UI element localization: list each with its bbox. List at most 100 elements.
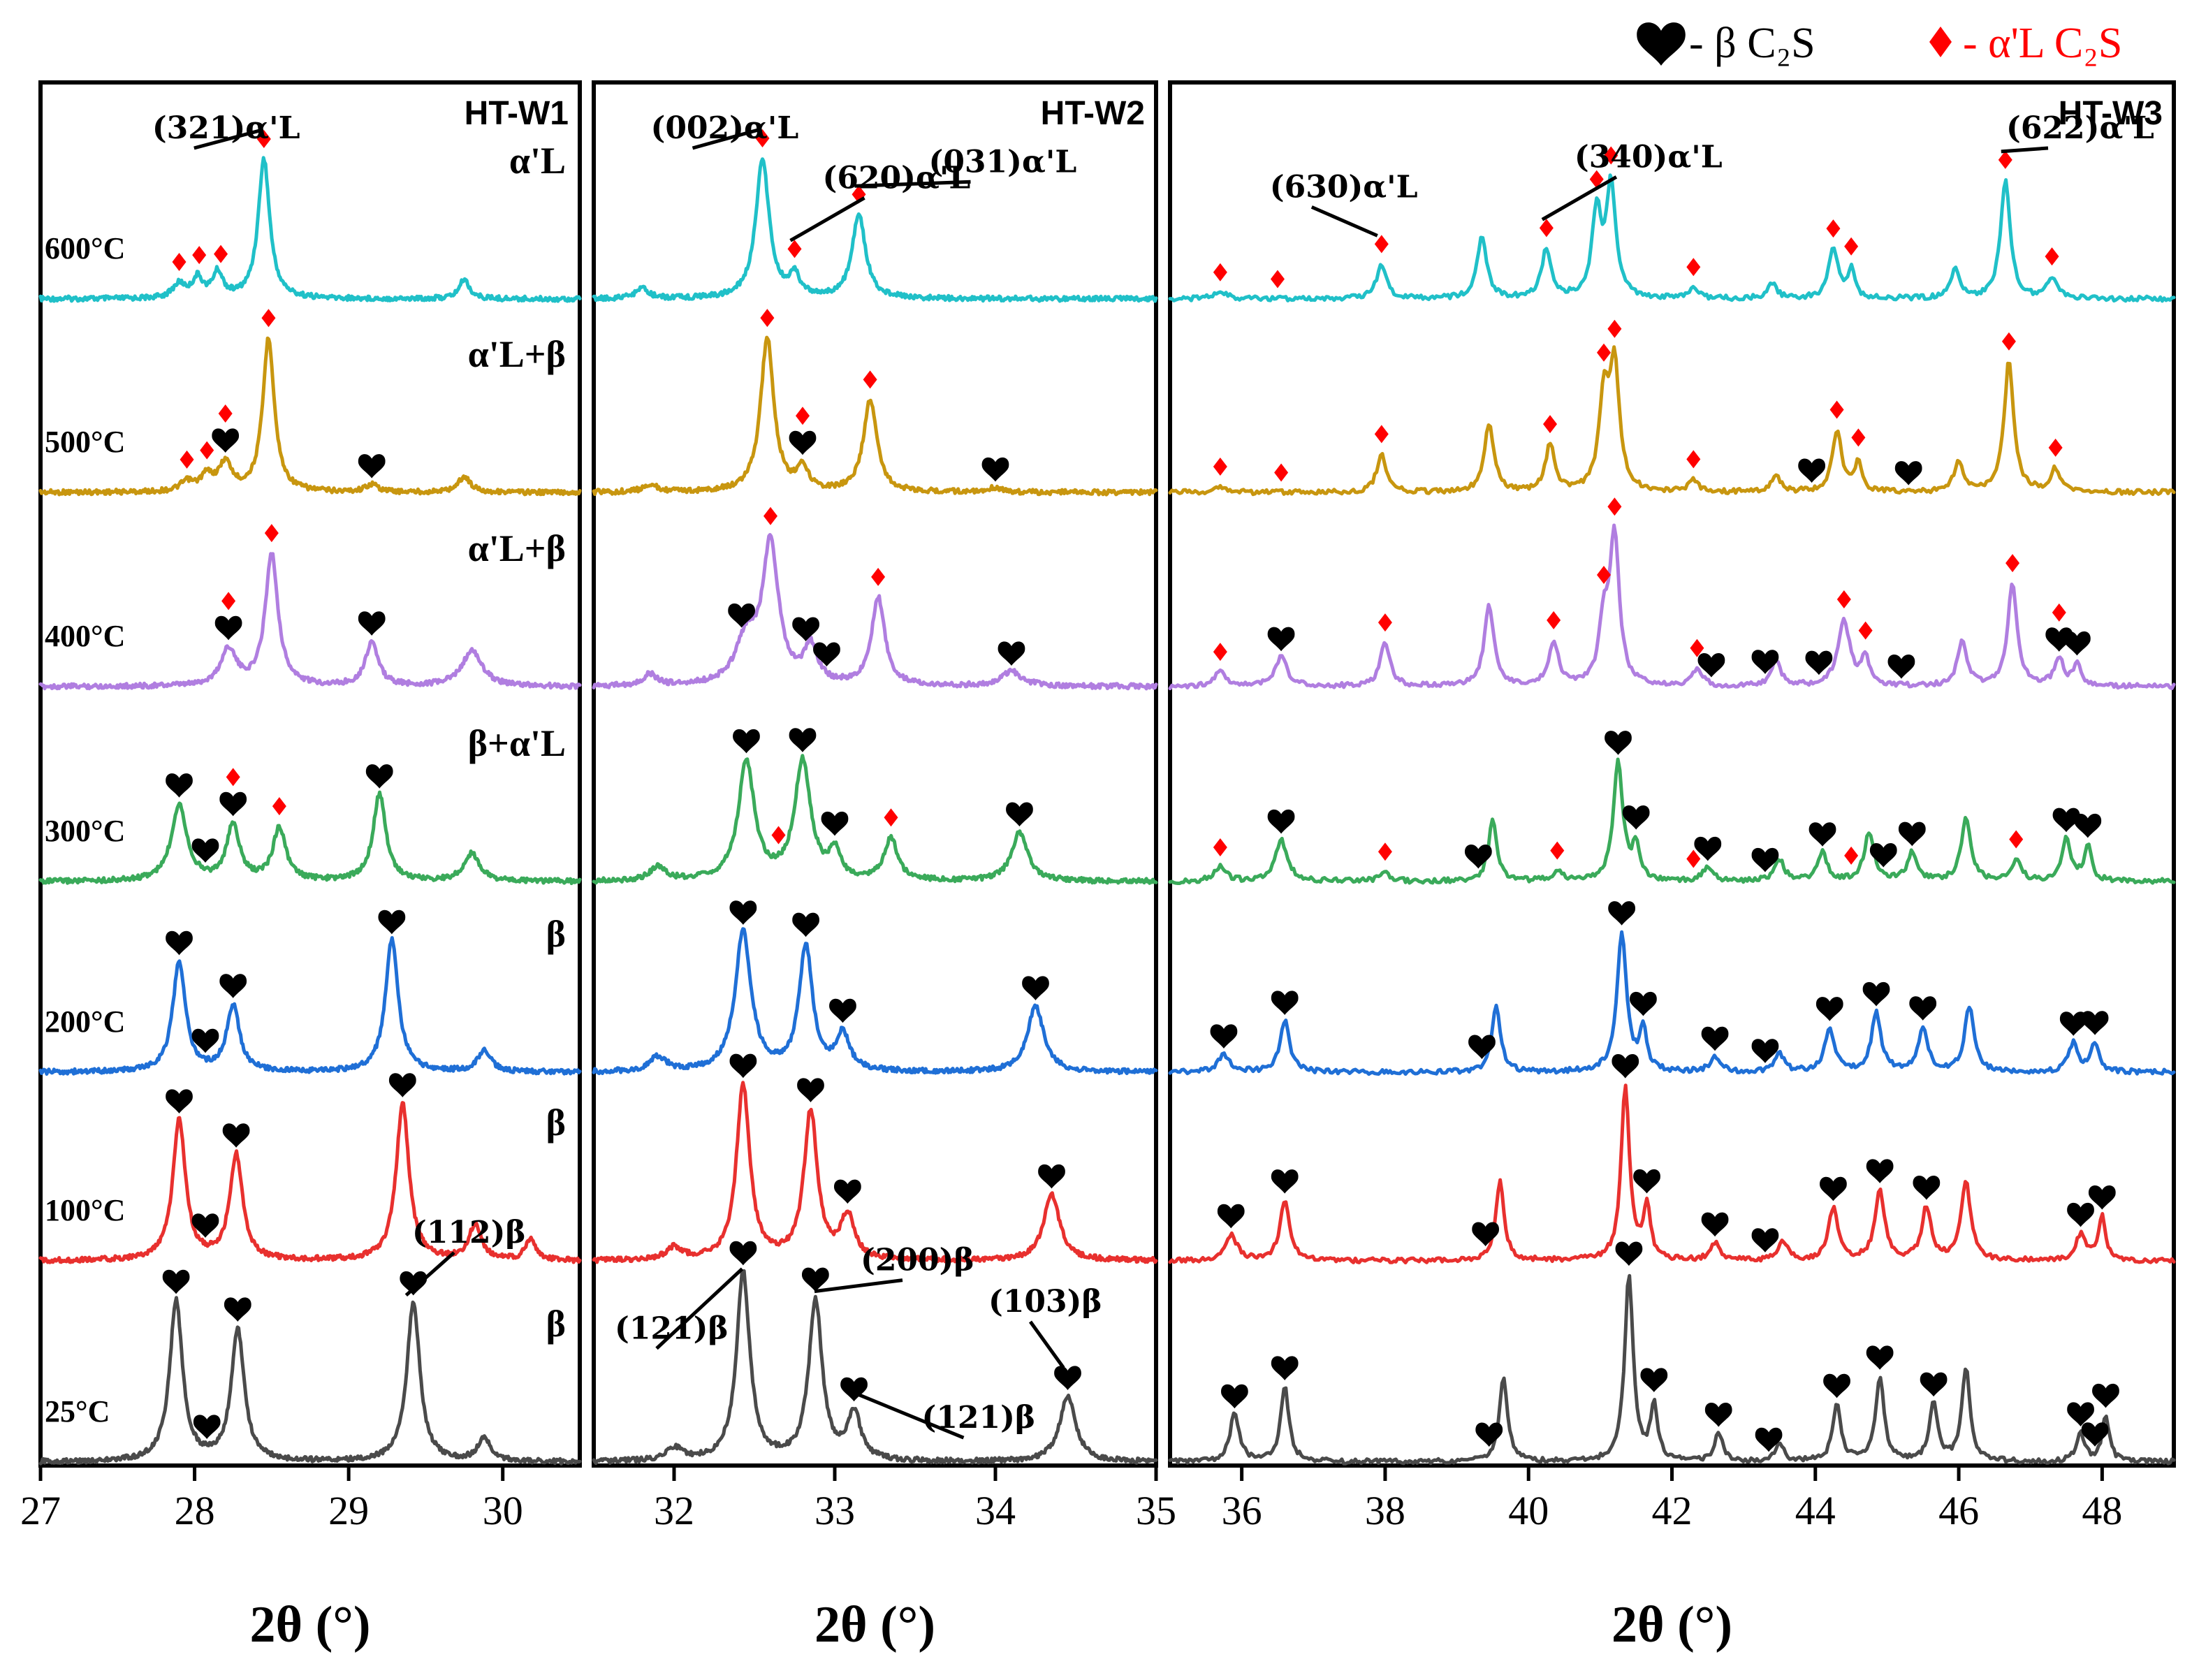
alpha-marker-diamond-icon [1274, 463, 1289, 482]
xrd-curve-500c [1168, 345, 2176, 497]
beta-marker-heart-icon [219, 791, 247, 817]
beta-marker-heart-icon [2052, 808, 2080, 833]
temperature-label: 600°C [45, 231, 125, 265]
beta-marker-heart-icon [212, 428, 240, 453]
alpha-marker-diamond-icon [2001, 332, 2016, 351]
beta-marker-heart-icon [1913, 1176, 1941, 1200]
alpha-marker-diamond-icon [1213, 457, 1227, 476]
beta-marker-heart-icon [1267, 627, 1295, 652]
alpha-marker-diamond-icon [2045, 247, 2059, 266]
alpha-marker-diamond-icon [1829, 400, 1844, 419]
x-tick-label: 46 [1938, 1488, 1979, 1533]
annotation-arrow [854, 180, 971, 188]
panel-title: HT-W1 [465, 95, 569, 132]
peak-annotation: (630)α'L [1270, 169, 1418, 205]
annotation-arrow [1310, 205, 1378, 238]
alpha-marker-diamond-icon [1374, 235, 1389, 254]
alpha-marker-diamond-icon [871, 567, 886, 586]
annotation-arrow [789, 196, 865, 242]
temperature-label: 400°C [45, 619, 125, 653]
alpha-marker-diamond-icon [192, 246, 207, 265]
beta-marker-heart-icon [821, 811, 849, 836]
beta-marker-heart-icon [797, 1078, 824, 1102]
beta-marker-heart-icon [365, 764, 393, 789]
x-tick-label: 27 [20, 1488, 61, 1533]
legend-alpha-text: - α'L C₂S [1963, 20, 2122, 67]
beta-marker-heart-icon [1468, 1035, 1496, 1060]
beta-marker-heart-icon [2088, 1185, 2116, 1210]
xrd-curve-600c [592, 157, 1158, 303]
beta-marker-heart-icon [1472, 1222, 1499, 1247]
alpha-marker-diamond-icon [1550, 841, 1565, 860]
legend-beta-text: - β C₂S [1689, 20, 1815, 67]
alpha-marker-diamond-icon [2052, 603, 2066, 622]
beta-marker-heart-icon [1751, 1039, 1779, 1063]
phase-label: α'L [509, 140, 566, 182]
x-tick-label: 30 [483, 1488, 523, 1533]
x-tick-label: 44 [1795, 1488, 1836, 1533]
alpha-marker-diamond-icon [1858, 621, 1873, 640]
alpha-marker-diamond-icon [763, 506, 777, 525]
beta-marker-heart-icon [191, 838, 219, 863]
beta-marker-heart-icon [1920, 1372, 1948, 1397]
beta-marker-heart-icon [219, 974, 247, 998]
alpha-marker-diamond-icon [261, 309, 276, 328]
x-tick-label: 40 [1508, 1488, 1549, 1533]
annotation-arrow [814, 1278, 903, 1294]
xrd-curve-300c [38, 790, 582, 886]
alpha-marker-diamond-icon [226, 768, 240, 787]
alpha-marker-diamond-icon [2009, 830, 2024, 849]
alpha-marker-diamond-icon [755, 129, 770, 147]
alpha-marker-diamond-icon [1690, 638, 1704, 657]
beta-marker-heart-icon [1823, 1373, 1850, 1398]
phase-label: α'L+β [468, 527, 566, 569]
alpha-marker-diamond-icon [264, 524, 279, 543]
x-tick-label: 34 [975, 1488, 1016, 1533]
xrd-curve-500c [592, 335, 1158, 497]
phase-label: β+α'L [468, 722, 566, 764]
beta-marker-heart-icon [2067, 1202, 2094, 1227]
x-tick-label: 48 [2082, 1488, 2122, 1533]
alpha-marker-diamond-icon [214, 244, 228, 263]
beta-marker-heart-icon [2067, 1402, 2094, 1427]
alpha-marker-diamond-icon [1998, 150, 2012, 169]
panel-frame [592, 80, 1158, 1468]
alpha-marker-diamond-icon [200, 441, 214, 460]
alpha-marker-diamond-icon [1374, 425, 1389, 444]
beta-marker-heart-icon [2081, 1011, 2109, 1035]
alpha-marker-diamond-icon [256, 129, 271, 148]
xrd-curve-600c [38, 156, 582, 303]
beta-marker-heart-icon [1271, 1356, 1299, 1380]
beta-marker-heart-icon [191, 1028, 219, 1053]
beta-marker-heart-icon [1894, 461, 1922, 485]
panel-title: HT-W2 [1041, 95, 1145, 132]
xrd-curve-200c [592, 927, 1158, 1076]
peak-annotation: (103)β [988, 1284, 1102, 1320]
alpha-marker-diamond-icon [1270, 270, 1285, 288]
alpha-marker-diamond-icon [2005, 554, 2020, 573]
temperature-label: 25°C [45, 1394, 110, 1429]
beta-marker-heart-icon [358, 611, 386, 636]
x-axis-label: 2θ (°) [814, 1596, 935, 1653]
beta-marker-heart-icon [2063, 631, 2091, 656]
alpha-marker-diamond-icon [884, 808, 898, 827]
beta-marker-heart-icon [1820, 1176, 1847, 1201]
beta-marker-heart-icon [729, 900, 757, 925]
xrd-curve-300c [592, 754, 1158, 885]
x-axis-label: 2θ (°) [1612, 1596, 1732, 1653]
alpha-marker-diamond-icon [1543, 415, 1558, 434]
beta-marker-heart-icon [1640, 1368, 1668, 1392]
beta-marker-heart-icon [1271, 1169, 1299, 1194]
alpha-marker-diamond-icon [1844, 846, 1859, 865]
xrd-curve-400c [592, 533, 1158, 691]
alpha-marker-diamond-icon [1686, 450, 1701, 469]
legend: - β C₂S - α'L C₂S [1637, 20, 2122, 67]
beta-marker-heart-icon [1475, 1422, 1503, 1447]
alpha-marker-diamond-icon [218, 404, 233, 423]
annotation-arrow [1541, 175, 1618, 221]
beta-marker-heart-icon [1751, 650, 1779, 674]
beta-marker-heart-icon [1704, 1403, 1732, 1427]
beta-marker-heart-icon [834, 1179, 861, 1204]
beta-marker-heart-icon [1038, 1164, 1065, 1189]
panels: HT-W1 600°C α'L 500°C α'L+β 400°C α'L+β 300°C β+… [20, 80, 2176, 1653]
